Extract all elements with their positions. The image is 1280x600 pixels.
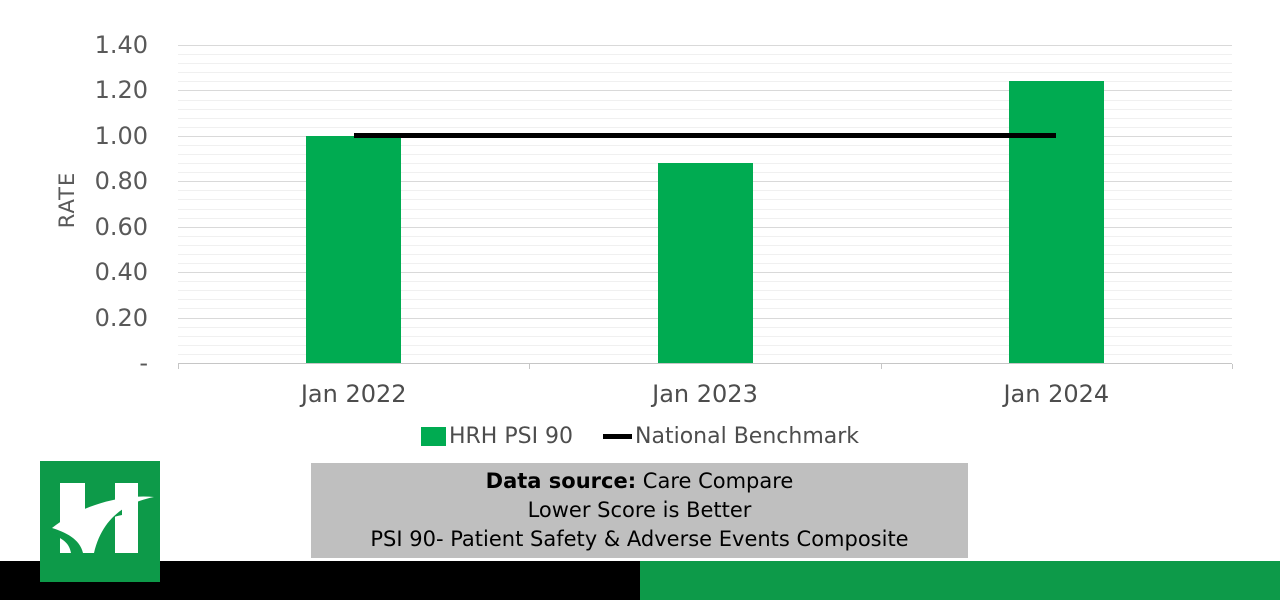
legend-swatch-icon bbox=[420, 426, 446, 446]
x-axis-tick bbox=[880, 364, 882, 369]
chart-legend: HRH PSI 90 National Benchmark bbox=[0, 421, 1280, 451]
national-benchmark-line bbox=[353, 133, 1057, 139]
y-tick-label: 0.40 bbox=[94, 258, 148, 287]
minor-gridline bbox=[178, 72, 1232, 74]
major-gridline bbox=[178, 90, 1232, 92]
x-axis-line bbox=[178, 363, 1232, 364]
x-axis-tick bbox=[1232, 364, 1233, 369]
x-tick-label: Jan 2024 bbox=[1003, 380, 1110, 408]
minor-gridline bbox=[178, 99, 1232, 101]
y-tick-label: 1.40 bbox=[94, 31, 148, 59]
footer-line-3: PSI 90- Patient Safety & Adverse Events … bbox=[370, 527, 909, 551]
data-source-value: Care Compare bbox=[636, 469, 794, 493]
y-axis-title: RATE bbox=[55, 171, 79, 229]
legend-item-hrh-psi-90: HRH PSI 90 bbox=[420, 423, 574, 449]
data-source-note: Data source: Care Compare Lower Score is… bbox=[311, 463, 968, 558]
minor-gridline bbox=[178, 144, 1232, 146]
minor-gridline bbox=[178, 81, 1232, 83]
y-tick-label: - bbox=[139, 349, 148, 377]
y-tick-label: 0.60 bbox=[94, 212, 148, 241]
minor-gridline bbox=[178, 154, 1232, 156]
major-gridline bbox=[178, 45, 1232, 46]
y-tick-label: 0.20 bbox=[94, 303, 148, 332]
bar-jan-2022 bbox=[306, 135, 402, 363]
legend-label: HRH PSI 90 bbox=[448, 423, 574, 449]
y-tick-label: 1.20 bbox=[94, 76, 148, 105]
hrh-logo bbox=[40, 461, 160, 582]
minor-gridline bbox=[178, 117, 1232, 119]
legend-label: National Benchmark bbox=[635, 423, 860, 449]
x-tick-label: Jan 2022 bbox=[300, 380, 407, 408]
minor-gridline bbox=[178, 54, 1232, 56]
minor-gridline bbox=[178, 108, 1232, 110]
bottom-bar-green bbox=[640, 561, 1280, 600]
minor-gridline bbox=[178, 63, 1232, 65]
legend-item-national-benchmark: National Benchmark bbox=[603, 424, 859, 449]
footer-line-2: Lower Score is Better bbox=[527, 498, 752, 522]
x-axis-tick bbox=[178, 364, 179, 369]
y-tick-label: 1.00 bbox=[94, 121, 148, 150]
footer-line-1: Data source: Care Compare bbox=[311, 467, 968, 496]
x-tick-label: Jan 2023 bbox=[652, 380, 758, 408]
logo-h-right-bar bbox=[115, 483, 138, 553]
bar-jan-2024 bbox=[1008, 81, 1104, 363]
y-tick-label: 0.80 bbox=[94, 167, 148, 196]
x-axis-tick bbox=[529, 364, 531, 369]
bar-jan-2023 bbox=[657, 163, 753, 363]
logo-swoosh bbox=[52, 496, 154, 553]
legend-line-icon bbox=[603, 433, 633, 439]
data-source-label: Data source: bbox=[485, 469, 637, 493]
minor-gridline bbox=[178, 126, 1232, 128]
